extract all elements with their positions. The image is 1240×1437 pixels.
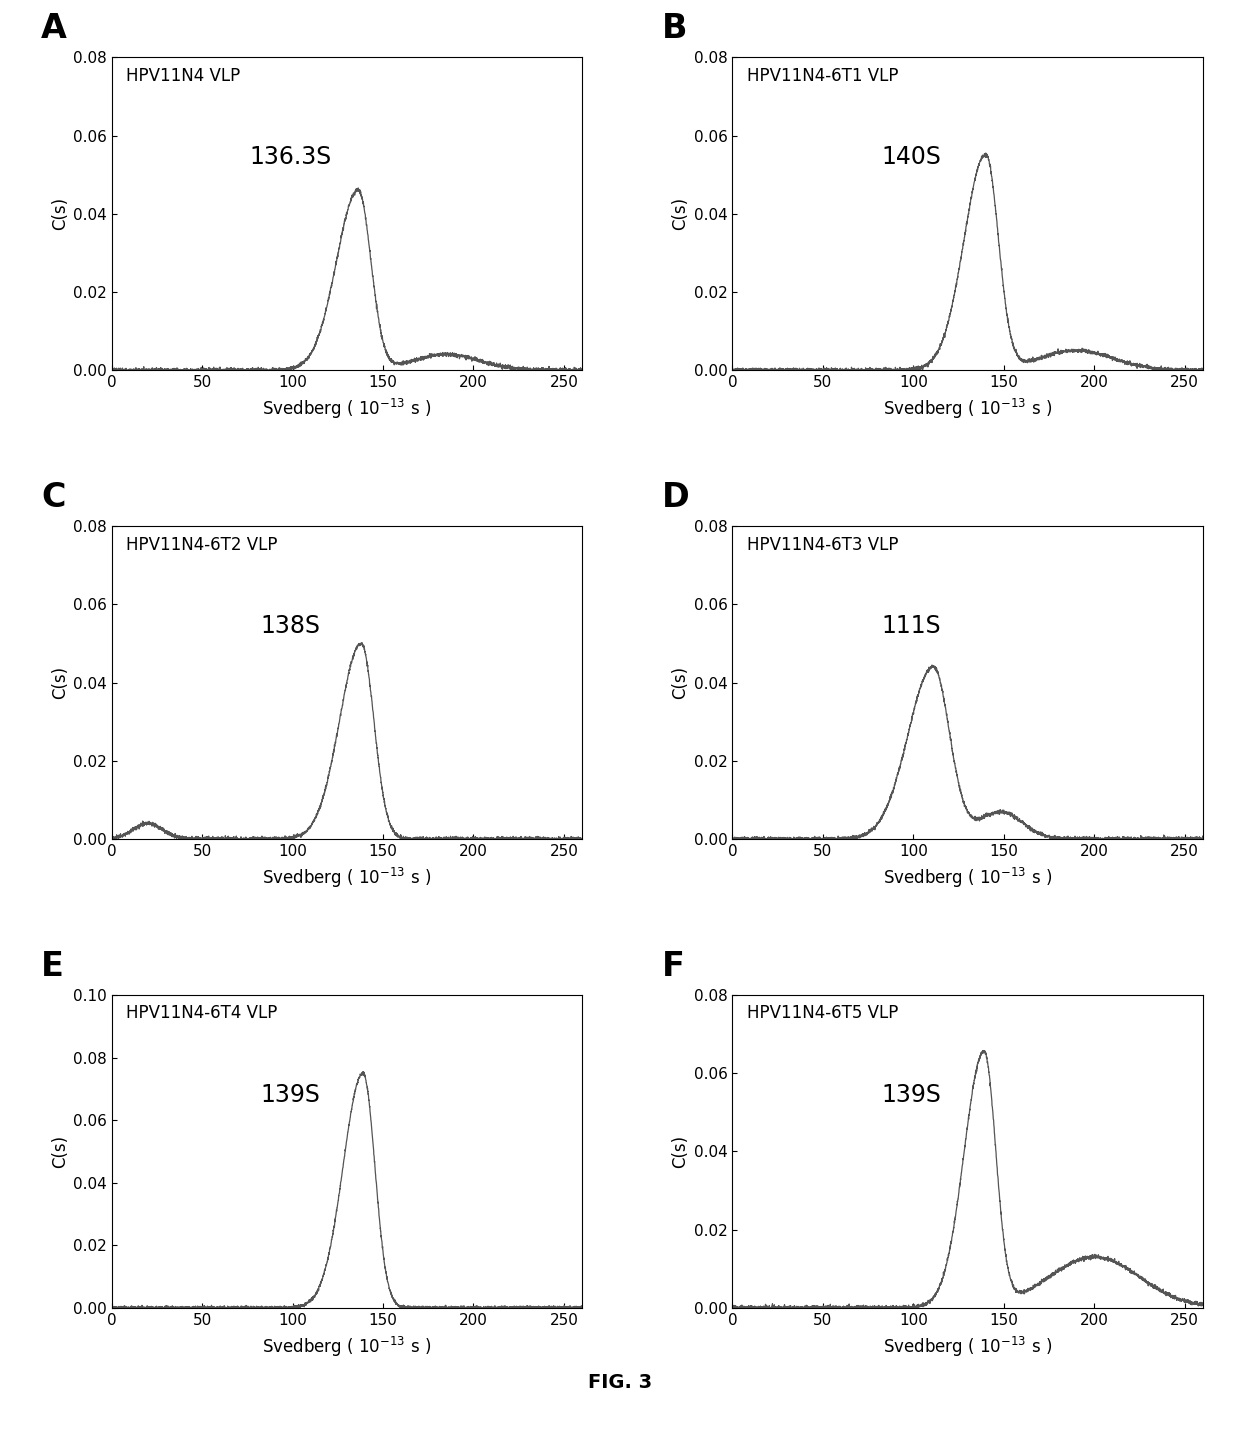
Y-axis label: C(s): C(s) (672, 665, 689, 700)
Text: F: F (662, 950, 684, 983)
X-axis label: Svedberg ( $\mathregular{10^{-13}}$ s ): Svedberg ( $\mathregular{10^{-13}}$ s ) (883, 865, 1053, 890)
Text: HPV11N4-6T4 VLP: HPV11N4-6T4 VLP (125, 1004, 277, 1023)
X-axis label: Svedberg ( $\mathregular{10^{-13}}$ s ): Svedberg ( $\mathregular{10^{-13}}$ s ) (262, 1335, 432, 1358)
Text: HPV11N4-6T3 VLP: HPV11N4-6T3 VLP (746, 536, 898, 553)
X-axis label: Svedberg ( $\mathregular{10^{-13}}$ s ): Svedberg ( $\mathregular{10^{-13}}$ s ) (883, 397, 1053, 421)
Text: 136.3S: 136.3S (249, 145, 331, 170)
Text: 139S: 139S (882, 1083, 941, 1106)
Text: E: E (41, 950, 64, 983)
Text: HPV11N4 VLP: HPV11N4 VLP (125, 68, 241, 85)
Y-axis label: C(s): C(s) (51, 197, 68, 230)
Text: HPV11N4-6T1 VLP: HPV11N4-6T1 VLP (746, 68, 898, 85)
Text: HPV11N4-6T2 VLP: HPV11N4-6T2 VLP (125, 536, 278, 553)
Text: B: B (662, 11, 687, 45)
Text: 111S: 111S (882, 614, 941, 638)
Y-axis label: C(s): C(s) (672, 197, 689, 230)
Y-axis label: C(s): C(s) (51, 1135, 68, 1168)
Text: 139S: 139S (260, 1083, 320, 1106)
X-axis label: Svedberg ( $\mathregular{10^{-13}}$ s ): Svedberg ( $\mathregular{10^{-13}}$ s ) (262, 397, 432, 421)
Y-axis label: C(s): C(s) (51, 665, 68, 700)
Text: D: D (662, 481, 689, 514)
Text: A: A (41, 11, 67, 45)
Text: 138S: 138S (260, 614, 320, 638)
X-axis label: Svedberg ( $\mathregular{10^{-13}}$ s ): Svedberg ( $\mathregular{10^{-13}}$ s ) (262, 865, 432, 890)
Text: HPV11N4-6T5 VLP: HPV11N4-6T5 VLP (746, 1004, 898, 1023)
Y-axis label: C(s): C(s) (672, 1135, 689, 1168)
X-axis label: Svedberg ( $\mathregular{10^{-13}}$ s ): Svedberg ( $\mathregular{10^{-13}}$ s ) (883, 1335, 1053, 1358)
Text: FIG. 3: FIG. 3 (588, 1372, 652, 1392)
Text: 140S: 140S (882, 145, 941, 170)
Text: C: C (41, 481, 66, 514)
